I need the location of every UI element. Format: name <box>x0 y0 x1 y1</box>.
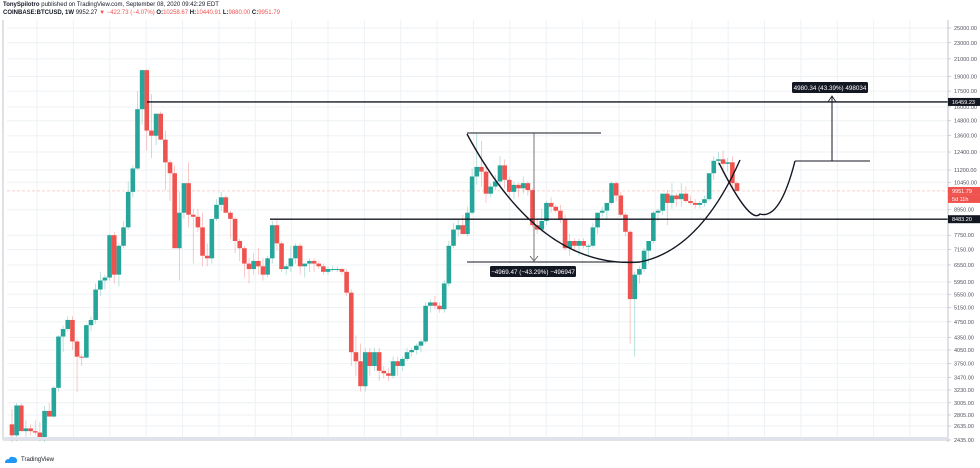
close-value: 9951.79 <box>258 10 280 16</box>
measure-up-label: 4980.34 (43.39%) 498034 <box>794 85 867 92</box>
price-tick: 14800.00 <box>954 119 977 125</box>
low-label: L: <box>222 10 229 16</box>
price-tick: 7150.00 <box>954 247 974 253</box>
brand-label[interactable]: TradingView <box>21 457 55 463</box>
price-tick: 17500.00 <box>954 89 977 95</box>
price-tick: 6550.00 <box>954 263 974 269</box>
price-tick: 19000.00 <box>954 75 977 81</box>
price-tick: 2435.00 <box>954 438 974 442</box>
tradingview-logo-icon <box>5 456 17 463</box>
grid-lines <box>7 20 948 441</box>
chart-area[interactable]: 4980.34 (43.39%) 498034 −4969.47 (−43.29%… <box>0 18 980 442</box>
candles <box>9 69 740 442</box>
price-tick: 2635.00 <box>954 424 974 430</box>
price-tick: 7750.00 <box>954 233 974 239</box>
price-tick: 3470.00 <box>954 375 974 381</box>
publisher-line: TonySpilotro published on TradingView.co… <box>3 1 280 9</box>
high-label: H: <box>189 10 197 16</box>
candlestick-chart[interactable]: 4980.34 (43.39%) 498034 −4969.47 (−43.29%… <box>0 18 980 442</box>
price-tick: 5550.00 <box>954 292 974 298</box>
last-price: 9952.27 <box>75 10 98 16</box>
price-label: 16459.23 <box>952 100 975 106</box>
price-tick: 4350.00 <box>954 335 974 341</box>
symbol-label: COINBASE:BTCUSD, 1W <box>3 10 75 16</box>
price-label: 5d 11h <box>952 197 968 203</box>
price-axis[interactable]: 25000.00 23000.00 21000.00 19000.00 17500.00… <box>2 20 980 442</box>
price-tick: 11200.00 <box>954 168 977 174</box>
price-tick: 25000.00 <box>954 26 977 32</box>
price-tick: 4050.00 <box>954 348 974 354</box>
price-label: 9951.79 <box>952 189 972 195</box>
price-tick: 21000.00 <box>954 57 977 63</box>
low-value: 9880.00 <box>228 10 251 16</box>
price-tick: 3750.00 <box>954 362 974 368</box>
price-tick: 5150.00 <box>954 305 974 311</box>
chart-header: TonySpilotro published on TradingView.co… <box>3 1 280 17</box>
open-label: O: <box>156 10 164 16</box>
price-tick: 3230.00 <box>954 388 974 394</box>
ohlc-line: COINBASE:BTCUSD, 1W 9952.27 ▼ −422.73 (−… <box>3 9 280 17</box>
high-value: 10440.91 <box>196 10 222 16</box>
publish-info: published on TradingView.com, September … <box>39 2 219 8</box>
price-tick: 16000.00 <box>954 105 977 111</box>
price-tick: 23000.00 <box>954 41 977 47</box>
footer: TradingView <box>4 456 54 464</box>
open-value: 10258.67 <box>163 10 189 16</box>
price-tick: 12400.00 <box>954 150 977 156</box>
measure-down-label: −4969.47 (−43.29%) −496947 <box>491 269 575 276</box>
price-change: −422.73 (−4.07%) <box>106 10 155 16</box>
time-axis[interactable]: JulSepNov2018MarMayJulSepNov2019MarMayJu… <box>3 437 980 442</box>
price-tick: 13600.00 <box>954 134 977 140</box>
price-tick: 5950.00 <box>954 280 974 286</box>
price-tick: 10450.00 <box>954 180 977 186</box>
price-tick: 3005.00 <box>954 401 974 407</box>
price-tick: 2805.00 <box>954 413 974 419</box>
price-label: 8483.20 <box>952 217 972 223</box>
down-arrow-icon: ▼ <box>99 10 106 16</box>
drawings: 4980.34 (43.39%) 498034 −4969.47 (−43.29%… <box>147 82 948 277</box>
price-tick: 8950.00 <box>954 208 974 214</box>
author-name[interactable]: TonySpilotro <box>3 2 40 8</box>
price-tick: 4750.00 <box>954 320 974 326</box>
close-label: C: <box>251 10 259 16</box>
